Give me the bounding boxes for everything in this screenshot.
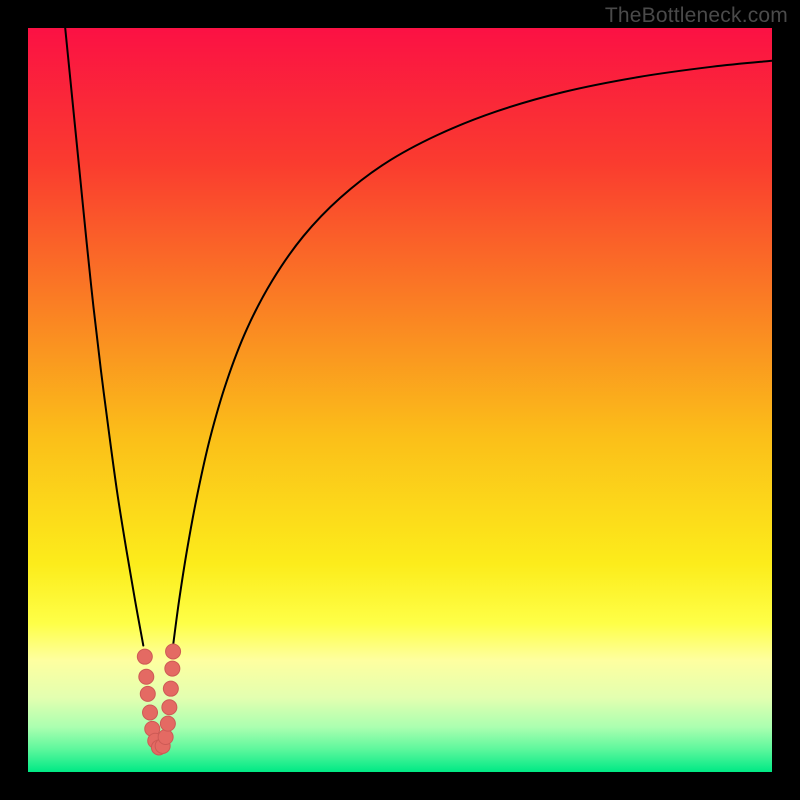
plot-area	[28, 28, 772, 772]
figure-container: TheBottleneck.com	[0, 0, 800, 800]
cusp-marker	[137, 644, 180, 755]
curves-layer	[28, 28, 772, 772]
left-curve	[65, 28, 143, 646]
right-curve	[173, 61, 772, 646]
watermark-text: TheBottleneck.com	[605, 4, 788, 28]
